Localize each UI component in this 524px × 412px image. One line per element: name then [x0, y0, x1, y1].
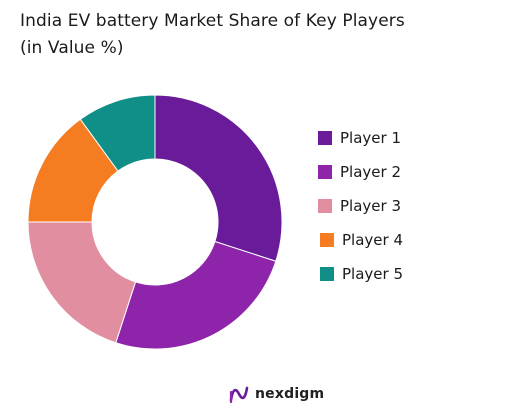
legend-label: Player 5	[342, 265, 403, 283]
brand: nexdigm	[228, 383, 324, 405]
brand-name: nexdigm	[255, 386, 325, 402]
legend-item-5: Player 5	[320, 264, 403, 284]
donut-slice-3	[27, 221, 137, 344]
legend-label: Player 1	[340, 129, 401, 147]
legend-label: Player 4	[342, 231, 403, 249]
chart-title: India EV battery Market Share of Key Pla…	[20, 8, 500, 62]
legend-item-4: Player 4	[320, 230, 403, 250]
legend-item-1: Player 1	[318, 128, 401, 148]
legend-swatch	[318, 131, 332, 145]
legend-swatch	[318, 199, 332, 213]
legend-label: Player 3	[340, 197, 401, 215]
legend-swatch	[318, 165, 332, 179]
donut-slice-5	[79, 94, 156, 172]
legend-swatch	[320, 267, 334, 281]
donut-slice-1	[154, 94, 283, 262]
legend-swatch	[320, 233, 334, 247]
chart-subtitle: (in Value %)	[20, 38, 124, 58]
nexdigm-logo-icon	[229, 386, 249, 404]
legend-label: Player 2	[340, 163, 401, 181]
donut-slice-2	[115, 240, 277, 350]
chart-title-text: India EV battery Market Share of Key Pla…	[20, 11, 405, 31]
legend-item-2: Player 2	[318, 162, 401, 182]
legend-item-3: Player 3	[318, 196, 401, 216]
